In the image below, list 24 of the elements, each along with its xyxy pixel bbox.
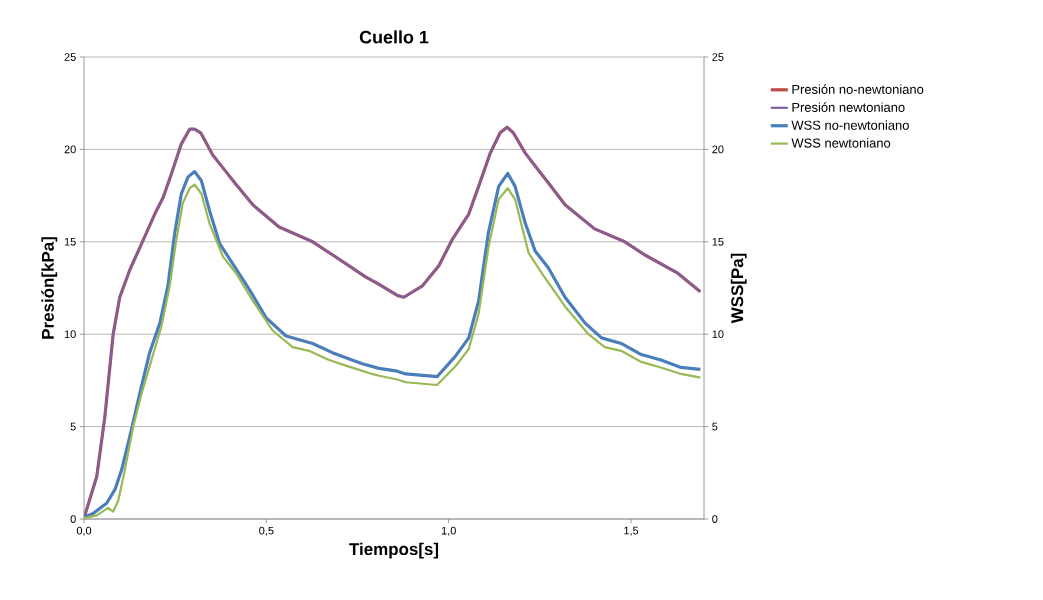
y-tick-label: 20 — [64, 145, 76, 154]
y-axis-title: Presión[kPa] — [41, 237, 58, 339]
y2-tick-label: 25 — [712, 53, 724, 61]
x-tick-label: 0,0 — [76, 526, 92, 536]
y-tick-label: 5 — [70, 422, 76, 431]
y2-axis-title: WSS[Pa] — [730, 253, 747, 324]
y2-tick-label: 15 — [712, 237, 724, 246]
y2-tick-label: 0 — [712, 515, 718, 523]
legend-label: WSS newtoniano — [791, 138, 891, 148]
y-tick-label: 25 — [64, 53, 76, 61]
y2-tick-label: 20 — [712, 145, 724, 154]
x-tick-label: 1,5 — [624, 526, 639, 536]
y2-tick-label: 5 — [712, 422, 718, 431]
y-tick-label: 15 — [64, 237, 76, 246]
x-tick-label: 1,0 — [441, 526, 456, 536]
legend-label: Presión newtoniano — [792, 102, 905, 112]
y-tick-label: 10 — [64, 330, 76, 339]
legend-label: WSS no-newtoniano — [791, 120, 909, 130]
chart-title: Cuello 1 — [359, 30, 429, 44]
x-tick-label: 0,5 — [259, 526, 274, 536]
y2-tick-label: 10 — [712, 330, 724, 339]
y-tick-label: 0 — [70, 515, 76, 523]
legend-label: Presión no-newtoniano — [792, 84, 924, 94]
x-axis-title: Tiempos[s] — [349, 542, 439, 559]
